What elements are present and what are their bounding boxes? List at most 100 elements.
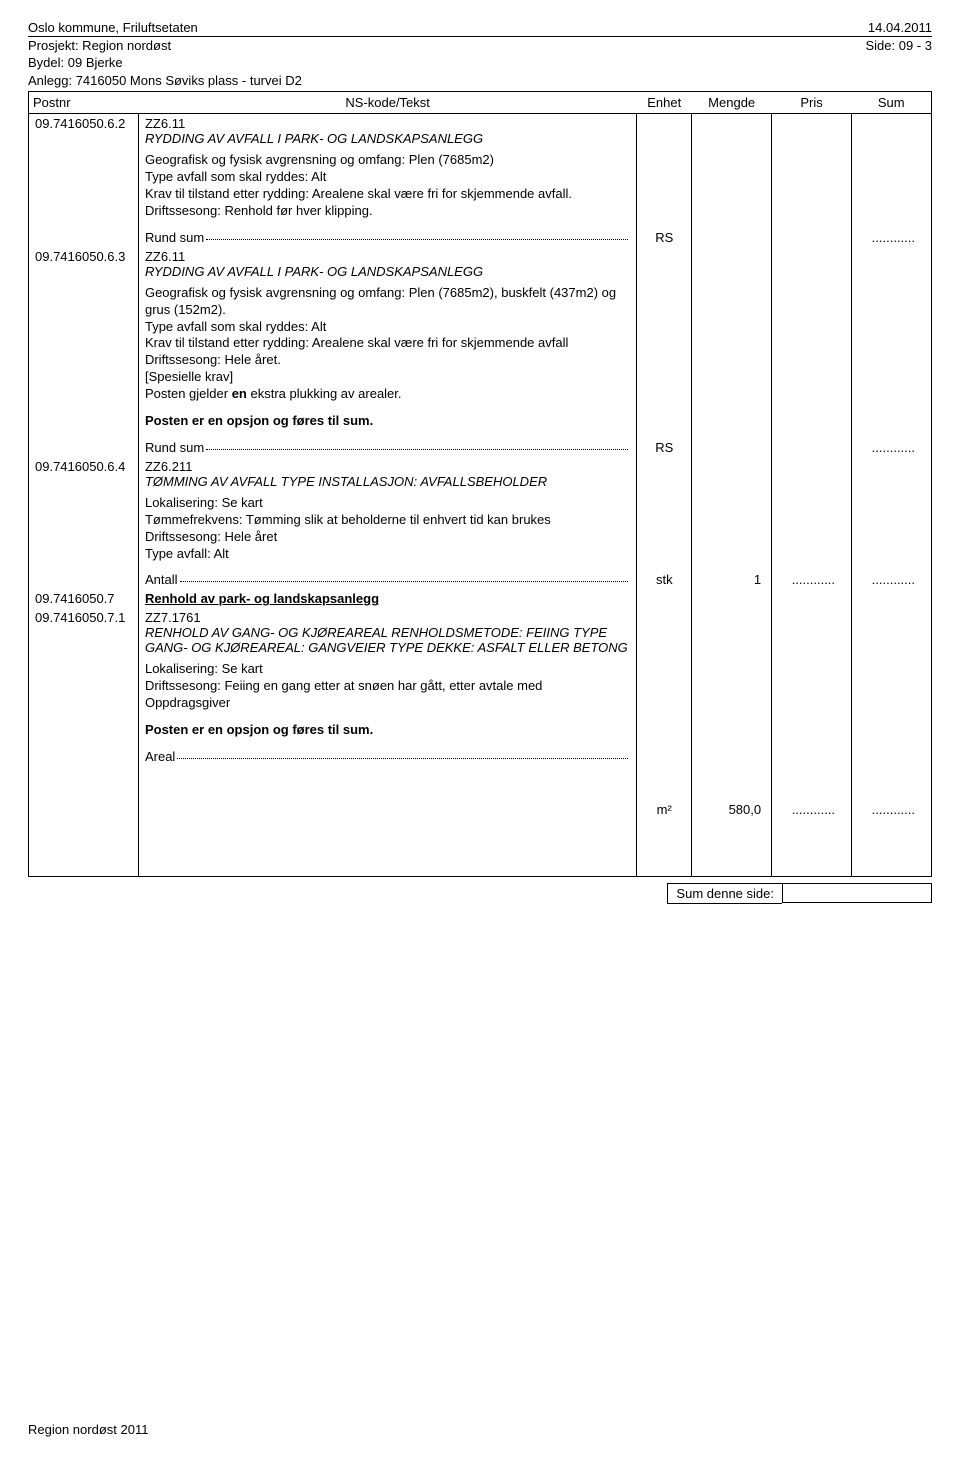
table-row: 09.7416050.6.2 ZZ6.11 RYDDING AV AVFALL … [29, 114, 932, 247]
sum-cell: ............ [852, 247, 932, 457]
section-heading: Renhold av park- og landskapsanlegg [145, 591, 379, 606]
meta-project: Prosjekt: Region nordøst [28, 37, 171, 55]
body-bold: en [232, 386, 247, 401]
meta-anlegg: Anlegg: 7416050 Mons Søviks plass - turv… [28, 72, 932, 90]
code: ZZ6.11 [145, 249, 630, 264]
sum-value: ............ [872, 802, 915, 817]
pris-cell: ............ [772, 457, 852, 590]
enhet-value: m² [657, 802, 672, 817]
bold-note: Posten er en opsjon og føres til sum. [145, 722, 630, 739]
pris-cell [772, 589, 852, 608]
code-title: RENHOLD AV GANG- OG KJØREAREAL RENHOLDSM… [145, 625, 630, 655]
col-postnr: Postnr [29, 92, 139, 114]
sum-cell: ............ [852, 608, 932, 876]
col-pris: Pris [772, 92, 852, 114]
nskode-cell: ZZ7.1761 RENHOLD AV GANG- OG KJØREAREAL … [138, 608, 636, 876]
meta-bydel: Bydel: 09 Bjerke [28, 54, 932, 72]
body-line: Lokalisering: Se kart [145, 661, 630, 678]
measure-label: Antall [145, 572, 178, 587]
body-line: Geografisk og fysisk avgrensning og omfa… [145, 152, 630, 169]
enhet-cell: stk [637, 457, 692, 590]
nskode-cell: ZZ6.11 RYDDING AV AVFALL I PARK- OG LAND… [138, 114, 636, 247]
meta-side: Side: 09 - 3 [866, 37, 933, 55]
measure-line: Antall [145, 572, 630, 587]
sum-footer: Sum denne side: [28, 883, 932, 904]
measure-label: Rund sum [145, 440, 204, 455]
dots-icon [177, 749, 628, 759]
nskode-cell: ZZ6.211 TØMMING AV AVFALL TYPE INSTALLAS… [138, 457, 636, 590]
body-line: Driftssesong: Hele året. [145, 352, 630, 369]
enhet-cell: RS [637, 114, 692, 247]
header-top: Oslo kommune, Friluftsetaten 14.04.2011 [28, 20, 932, 37]
code-title: RYDDING AV AVFALL I PARK- OG LANDSKAPSAN… [145, 131, 630, 146]
table-row: 09.7416050.7 Renhold av park- og landska… [29, 589, 932, 608]
measure-line: Rund sum [145, 230, 630, 245]
nskode-cell: ZZ6.11 RYDDING AV AVFALL I PARK- OG LAND… [138, 247, 636, 457]
postnr-cell: 09.7416050.7 [29, 589, 139, 608]
measure-line: Rund sum [145, 440, 630, 455]
sum-box [782, 883, 932, 903]
sum-cell: ............ [852, 457, 932, 590]
pris-value: ............ [792, 802, 835, 817]
code-title: TØMMING AV AVFALL TYPE INSTALLASJON: AVF… [145, 474, 630, 489]
mengde-cell [692, 114, 772, 247]
col-sum: Sum [852, 92, 932, 114]
meta-project-row: Prosjekt: Region nordøst Side: 09 - 3 [28, 37, 932, 55]
body-line: Type avfall som skal ryddes: Alt [145, 169, 630, 186]
sum-cell: ............ [852, 114, 932, 247]
col-mengde: Mengde [692, 92, 772, 114]
mengde-cell [692, 589, 772, 608]
body-line: Krav til tilstand etter rydding: Arealen… [145, 186, 630, 203]
mengde-cell: 580,0 [692, 608, 772, 876]
body-line: Driftssesong: Renhold før hver klipping. [145, 203, 630, 220]
body-line: Type avfall som skal ryddes: Alt [145, 319, 630, 336]
table-row: 09.7416050.7.1 ZZ7.1761 RENHOLD AV GANG-… [29, 608, 932, 876]
header-org: Oslo kommune, Friluftsetaten [28, 20, 198, 36]
measure-label: Areal [145, 749, 175, 764]
pris-cell: ............ [772, 608, 852, 876]
sum-cell [852, 589, 932, 608]
body-line: Driftssesong: Hele året [145, 529, 630, 546]
sum-label: Sum denne side: [667, 883, 782, 904]
table-row: 09.7416050.6.3 ZZ6.11 RYDDING AV AVFALL … [29, 247, 932, 457]
code: ZZ6.211 [145, 459, 630, 474]
postnr-cell: 09.7416050.7.1 [29, 608, 139, 876]
body-line: Posten gjelder en ekstra plukking av are… [145, 386, 630, 403]
main-table: Postnr NS-kode/Tekst Enhet Mengde Pris S… [28, 91, 932, 877]
postnr-cell: 09.7416050.6.3 [29, 247, 139, 457]
body-span: ekstra plukking av arealer. [247, 386, 402, 401]
mengde-cell [692, 247, 772, 457]
table-header-row: Postnr NS-kode/Tekst Enhet Mengde Pris S… [29, 92, 932, 114]
pris-cell [772, 247, 852, 457]
bold-note: Posten er en opsjon og føres til sum. [145, 413, 630, 430]
col-enhet: Enhet [637, 92, 692, 114]
nskode-cell: Renhold av park- og landskapsanlegg [138, 589, 636, 608]
footer-left: Region nordøst 2011 [28, 1422, 148, 1437]
enhet-cell: RS [637, 247, 692, 457]
mengde-value: 580,0 [729, 802, 762, 817]
page: Oslo kommune, Friluftsetaten 14.04.2011 … [0, 0, 960, 1467]
body-line: Driftssesong: Feiing en gang etter at sn… [145, 678, 630, 712]
postnr-cell: 09.7416050.6.2 [29, 114, 139, 247]
body-line: Krav til tilstand etter rydding: Arealen… [145, 335, 630, 352]
code-title: RYDDING AV AVFALL I PARK- OG LANDSKAPSAN… [145, 264, 630, 279]
mengde-cell: 1 [692, 457, 772, 590]
header-date: 14.04.2011 [868, 20, 932, 36]
code: ZZ7.1761 [145, 610, 630, 625]
body-line: Type avfall: Alt [145, 546, 630, 563]
enhet-cell [637, 589, 692, 608]
code: ZZ6.11 [145, 116, 630, 131]
body-line: Lokalisering: Se kart [145, 495, 630, 512]
dots-icon [206, 230, 628, 240]
body-line: Tømmefrekvens: Tømming slik at beholdern… [145, 512, 630, 529]
dots-icon [206, 440, 628, 450]
measure-line: Areal [145, 749, 630, 764]
enhet-cell: m² [637, 608, 692, 876]
body-line: Geografisk og fysisk avgrensning og omfa… [145, 285, 630, 319]
body-span: Posten gjelder [145, 386, 232, 401]
dots-icon [180, 572, 629, 582]
postnr-cell: 09.7416050.6.4 [29, 457, 139, 590]
sum-cells: Sum denne side: [667, 883, 932, 904]
table-row: 09.7416050.6.4 ZZ6.211 TØMMING AV AVFALL… [29, 457, 932, 590]
body-line: [Spesielle krav] [145, 369, 630, 386]
